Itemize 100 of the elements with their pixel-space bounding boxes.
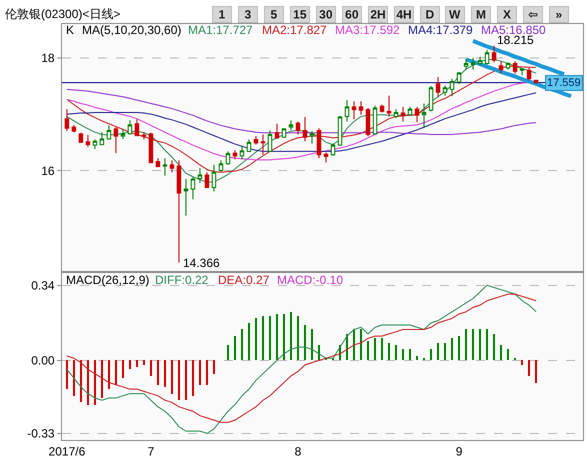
candlestick (520, 68, 524, 76)
candlestick (512, 60, 518, 74)
candlestick (302, 116, 308, 142)
bar (73, 360, 75, 396)
text: W (449, 8, 461, 22)
bar (269, 316, 271, 360)
text: 5 (270, 8, 278, 22)
bar (535, 360, 537, 383)
candlestick (148, 132, 154, 164)
candlestick (484, 49, 490, 66)
text: DEA:0.27 (218, 273, 270, 287)
bar (521, 360, 523, 365)
candlestick (408, 106, 412, 116)
bar (472, 329, 474, 360)
candlestick (310, 130, 314, 144)
candlestick (288, 120, 294, 130)
y-tick-label: 18 (41, 51, 55, 66)
bar (150, 360, 152, 376)
bar (493, 334, 495, 360)
bar (458, 336, 460, 360)
candlestick (526, 67, 532, 81)
text: MA2:17.827 (262, 23, 328, 37)
bar (66, 360, 68, 389)
bar (171, 360, 173, 394)
candlestick (422, 102, 426, 129)
bar (108, 360, 110, 389)
candlestick (344, 100, 350, 122)
candlestick (330, 142, 336, 156)
candlestick (254, 136, 258, 146)
candlestick (400, 106, 406, 122)
bar (304, 325, 306, 360)
text: 30 (319, 8, 333, 22)
bar (262, 316, 264, 360)
candlestick (86, 134, 90, 148)
bar (430, 349, 432, 360)
candlestick (498, 60, 504, 74)
bar (115, 360, 117, 385)
candlestick (226, 150, 230, 166)
bar (255, 318, 257, 360)
candlestick (534, 79, 538, 84)
candlestick (428, 86, 434, 112)
candlestick (190, 176, 196, 200)
bar (381, 338, 383, 360)
bar (199, 360, 201, 385)
line-series (66, 92, 537, 152)
bar (192, 360, 194, 396)
y-tick-label: 0.34 (31, 278, 55, 292)
candlestick (114, 126, 118, 154)
bar (374, 338, 376, 360)
bar (122, 360, 124, 378)
candlestick (176, 160, 182, 264)
bar (206, 360, 208, 385)
candlestick (156, 158, 160, 168)
candlestick (246, 139, 252, 152)
bar (500, 345, 502, 360)
text: MACD:-0.10 (277, 273, 344, 287)
text: 60 (345, 8, 359, 22)
candlestick (78, 132, 84, 144)
candlestick (106, 124, 112, 140)
candlestick (100, 132, 104, 146)
candlestick (240, 145, 244, 160)
text: » (556, 8, 562, 22)
candlestick (492, 45, 496, 63)
text: 2H (370, 8, 386, 22)
bar (234, 336, 236, 360)
candlestick (386, 95, 392, 117)
bar (297, 316, 299, 360)
bar (318, 345, 320, 360)
candlestick (260, 134, 266, 156)
candlestick (316, 128, 322, 159)
candlestick (274, 123, 280, 140)
bar (311, 329, 313, 360)
candlestick (162, 158, 168, 176)
candlestick (184, 178, 188, 216)
text: X (502, 8, 512, 22)
bar (276, 314, 278, 360)
x-tick-label: 2017/6 (48, 444, 86, 458)
bar (367, 341, 369, 360)
x-tick-label: 9 (456, 444, 463, 458)
candlestick (464, 58, 468, 70)
bar (388, 343, 390, 360)
candlestick (134, 118, 140, 137)
candlestick (268, 130, 272, 152)
text: M (476, 8, 486, 22)
bar (451, 338, 453, 360)
y-tick-label: 16 (41, 164, 55, 178)
bar (486, 329, 488, 360)
candlestick (296, 121, 300, 135)
bar (248, 323, 250, 360)
text: 15 (293, 8, 307, 22)
chart-subtitle: K (66, 23, 74, 37)
candlestick (92, 139, 98, 150)
bar (283, 314, 285, 360)
x-tick-label: 8 (294, 444, 302, 458)
text: 14.366 (183, 256, 220, 270)
bar (129, 360, 131, 369)
candlestick (366, 107, 370, 137)
bar (360, 329, 362, 360)
candlestick (436, 76, 440, 98)
bar (185, 360, 187, 400)
